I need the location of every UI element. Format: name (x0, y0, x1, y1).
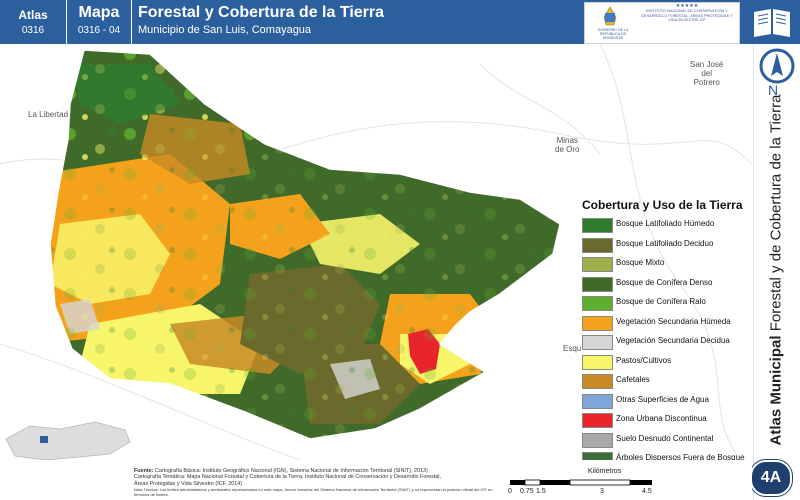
legend-label: Otras Superficies de Agua (616, 394, 709, 404)
scale-tick: 0.75 (520, 488, 534, 495)
legend-item: Bosque Latifoliado Deciduo (578, 236, 748, 256)
icf-stars: ★★★★★ (675, 3, 699, 9)
right-strip: N (753, 44, 800, 500)
source-notes: Fuente: Cartografía Básica: Instituto Ge… (134, 468, 494, 497)
legend-label: Bosque de Conífera Denso (616, 277, 713, 287)
mapa-box: Mapa 0316 - 04 (67, 0, 132, 44)
background-roads (0, 43, 753, 461)
north-arrow-icon (759, 48, 795, 84)
legend-label: Bosque Latifoliado Húmedo (616, 219, 715, 228)
place-esquias: Esqu (563, 344, 582, 353)
legend-swatch (582, 237, 613, 253)
gov-logo-text: GOBIERNO DE LA REPÚBLICA DE HONDURAS (597, 28, 629, 40)
atlas-book-icon (744, 0, 800, 44)
legend-swatch (582, 413, 613, 428)
open-book-icon (754, 9, 790, 37)
north-label: N (768, 82, 779, 98)
map-area: La Libertad San José del Potrero Minas d… (0, 43, 753, 461)
scale-tick: 0 (508, 488, 512, 495)
legend-item: Vegetación Secundaria Húmeda (578, 314, 748, 334)
source-line-3: Áreas Protegidas y Vida Silvestre (ICF, … (134, 480, 243, 487)
legend-label: Zona Urbana Discontinua (616, 414, 707, 423)
legend-item: Bosque Latifoliado Húmedo (578, 216, 748, 236)
legend-swatch (582, 374, 613, 389)
scale-tick: 4.5 (642, 488, 652, 495)
legend-label: Vegetación Secundaria Húmeda (616, 316, 731, 326)
mapa-label: Mapa (78, 4, 120, 21)
atlas-label: Atlas (18, 8, 48, 22)
place-minas-de-oro: Minas de Oro (555, 136, 580, 154)
legend-title: Cobertura y Uso de la Tierra (582, 198, 743, 212)
legend-item: Pastos/Cultivos (578, 353, 748, 373)
source-label: Fuente: (134, 468, 154, 474)
legend-swatch (582, 432, 613, 448)
map-number-badge: 4A (750, 460, 792, 496)
legend-swatch (582, 257, 613, 272)
legend-swatch (582, 335, 613, 350)
legend-label: Bosque Latifoliado Deciduo (616, 238, 714, 248)
legend-label: Vegetación Secundaria Decidua (616, 336, 730, 345)
legend-label: Cafetales (616, 375, 650, 384)
legend-swatch (582, 393, 613, 409)
technical-note: Nota Técnica: Los límites administrativo… (134, 486, 493, 497)
legend-item: Vegetación Secundaria Decidua (578, 333, 748, 353)
locator-map (5, 421, 131, 461)
legend-swatch (582, 315, 613, 331)
legend-item: Otras Superficies de Agua (578, 392, 748, 412)
map-title: Forestal y Cobertura de la Tierra (138, 4, 385, 21)
header-bar: Atlas 0316 Mapa 0316 - 04 Forestal y Cob… (0, 0, 800, 44)
atlas-code: 0316 (21, 25, 45, 36)
legend-items: Bosque Latifoliado Húmedo Bosque Latifoli… (578, 216, 748, 470)
place-la-libertad: La Libertad (28, 110, 69, 119)
scale-tick: 3 (600, 488, 604, 495)
place-san-jose-del-potrero: San José del Potrero (690, 60, 724, 87)
side-title-bold: Atlas Municipal (767, 335, 785, 446)
scale-tick: 1.5 (536, 488, 546, 495)
legend-swatch (582, 354, 613, 370)
map-canvas (0, 43, 753, 461)
scale-unit: Kilómetros (588, 468, 622, 475)
legend-label: Árboles Dispersos Fuera de Bosque (616, 453, 745, 462)
mapa-code: 0316 - 04 (77, 25, 121, 36)
legend-swatch (582, 218, 613, 233)
legend: Cobertura y Uso de la Tierra Bosque Lati… (578, 198, 748, 470)
map-subtitle: Municipio de San Luis, Comayagua (138, 24, 312, 36)
atlas-box: Atlas 0316 (0, 0, 67, 44)
legend-item: Cafetales (578, 372, 748, 392)
legend-item: Bosque de Conífera Denso (578, 275, 748, 295)
legend-item: Bosque de Conífera Ralo (578, 294, 748, 314)
scale-bar-graphic (510, 479, 652, 486)
legend-item: Suelo Desnudo Continental (578, 431, 748, 451)
municipality-boundary (49, 49, 561, 440)
icf-logo-text: INSTITUTO NACIONAL DE CONSERVACIÓN Y DES… (641, 9, 733, 22)
legend-label: Suelo Desnudo Continental (616, 433, 714, 443)
source-line-1: Cartografía Básica: Instituto Geográfico… (154, 468, 428, 474)
legend-item: Zona Urbana Discontinua (578, 411, 748, 431)
honduras-seal-icon (603, 6, 617, 26)
legend-label: Pastos/Cultivos (616, 355, 672, 365)
legend-swatch (582, 276, 613, 292)
side-title-rest: Forestal y de Cobertura de la Tierra (767, 94, 785, 336)
legend-label: Bosque de Conífera Ralo (616, 297, 706, 306)
legend-label: Bosque Mixto (616, 258, 665, 267)
title-block: Forestal y Cobertura de la Tierra Munici… (138, 4, 384, 36)
legend-swatch (582, 296, 613, 311)
institution-logos: GOBIERNO DE LA REPÚBLICA DE HONDURAS ★★★… (584, 2, 740, 44)
source-line-2: Cartografía Temática: Mapa Nacional Fore… (134, 474, 442, 481)
side-title: Atlas Municipal Forestal y de Cobertura … (768, 95, 785, 446)
legend-item: Bosque Mixto (578, 255, 748, 275)
